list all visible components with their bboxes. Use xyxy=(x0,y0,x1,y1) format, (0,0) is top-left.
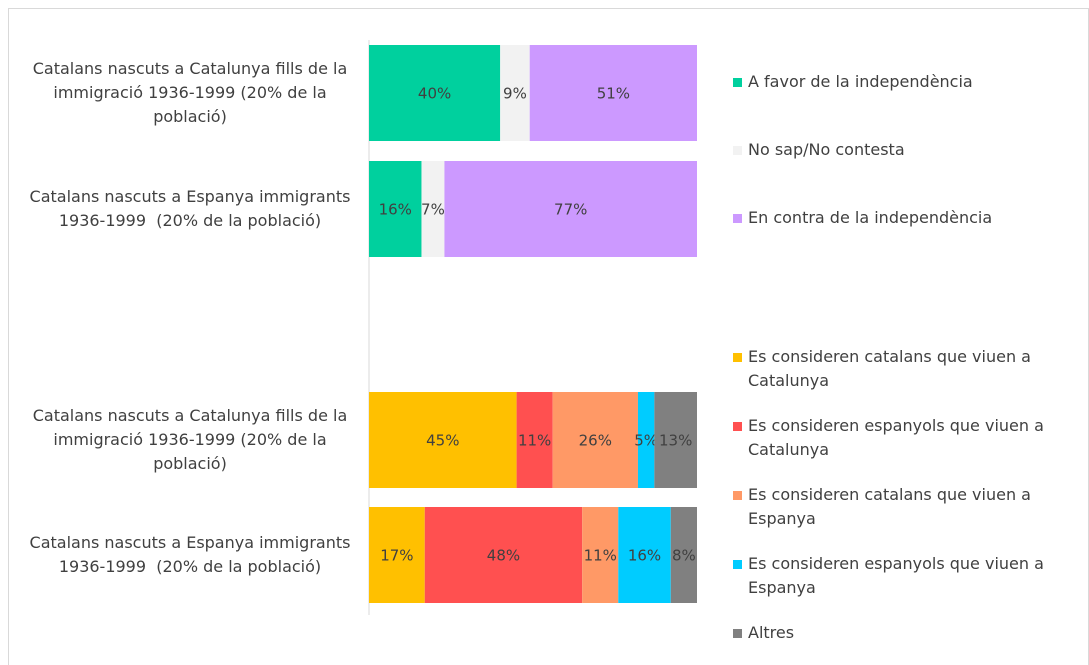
legend-item: Es consideren espanyols que viuen a Espa… xyxy=(733,552,1078,600)
data-label: 16% xyxy=(628,547,661,565)
legend-swatch xyxy=(733,78,742,87)
legend-swatch xyxy=(733,560,742,569)
bar-segment xyxy=(500,45,530,141)
legend-item: A favor de la independència xyxy=(733,70,1078,94)
legend-swatch xyxy=(733,353,742,362)
legend-item: En contra de la independència xyxy=(733,206,1078,230)
legend-label: En contra de la independència xyxy=(748,208,993,227)
data-label: 11% xyxy=(518,432,551,450)
legend-swatch xyxy=(733,422,742,431)
legend-item: Es consideren catalans que viuen a Espan… xyxy=(733,483,1078,531)
bar-segment xyxy=(516,392,553,488)
legend-label: Es consideren catalans que viuen a Catal… xyxy=(748,347,1031,390)
bar-segment xyxy=(654,392,697,488)
legend-swatch xyxy=(733,629,742,638)
bar-segment xyxy=(369,507,425,603)
data-label: 9% xyxy=(503,85,527,103)
bar-segment xyxy=(552,392,638,488)
legend-swatch xyxy=(733,491,742,500)
legend-item: Es consideren catalans que viuen a Catal… xyxy=(733,345,1078,393)
data-label: 40% xyxy=(418,85,451,103)
legend-item: Es consideren espanyols que viuen a Cata… xyxy=(733,414,1078,462)
data-label: 5% xyxy=(634,432,658,450)
legend-swatch xyxy=(733,146,742,155)
legend-label: A favor de la independència xyxy=(748,72,973,91)
category-label: Catalans nascuts a Espanya immigrants 19… xyxy=(29,533,356,576)
bar-segment xyxy=(529,45,697,141)
legend-label: Es consideren espanyols que viuen a Espa… xyxy=(748,554,1044,597)
bar-segment xyxy=(582,507,619,603)
bar-segment xyxy=(618,507,671,603)
bar-segment xyxy=(369,161,422,257)
data-label: 17% xyxy=(380,547,413,565)
legend-item: Altres xyxy=(733,621,1078,645)
category-label: Catalans nascuts a Espanya immigrants 19… xyxy=(29,187,356,230)
data-label: 7% xyxy=(421,201,445,219)
bar-segment xyxy=(670,507,697,603)
legend-swatch xyxy=(733,214,742,223)
bar-segment xyxy=(637,392,655,488)
data-label: 13% xyxy=(659,432,692,450)
data-label: 16% xyxy=(379,201,412,219)
data-label: 26% xyxy=(579,432,612,450)
data-label: 11% xyxy=(584,547,617,565)
data-label: 51% xyxy=(597,85,630,103)
data-label: 48% xyxy=(487,547,520,565)
legend-item: No sap/No contesta xyxy=(733,138,1078,162)
data-label: 8% xyxy=(672,547,696,565)
bar-segment xyxy=(444,161,697,257)
data-label: 45% xyxy=(426,432,459,450)
legend-label: No sap/No contesta xyxy=(748,140,905,159)
legend-label: Es consideren catalans que viuen a Espan… xyxy=(748,485,1031,528)
bar-segment xyxy=(369,392,517,488)
bar-segment xyxy=(424,507,583,603)
category-label: Catalans nascuts a Catalunya fills de la… xyxy=(32,59,353,126)
legend-label: Es consideren espanyols que viuen a Cata… xyxy=(748,416,1044,459)
legend-label: Altres xyxy=(748,623,795,642)
bar-segment xyxy=(369,45,501,141)
data-label: 77% xyxy=(554,201,587,219)
category-label: Catalans nascuts a Catalunya fills de la… xyxy=(32,406,353,473)
bar-segment xyxy=(421,161,445,257)
